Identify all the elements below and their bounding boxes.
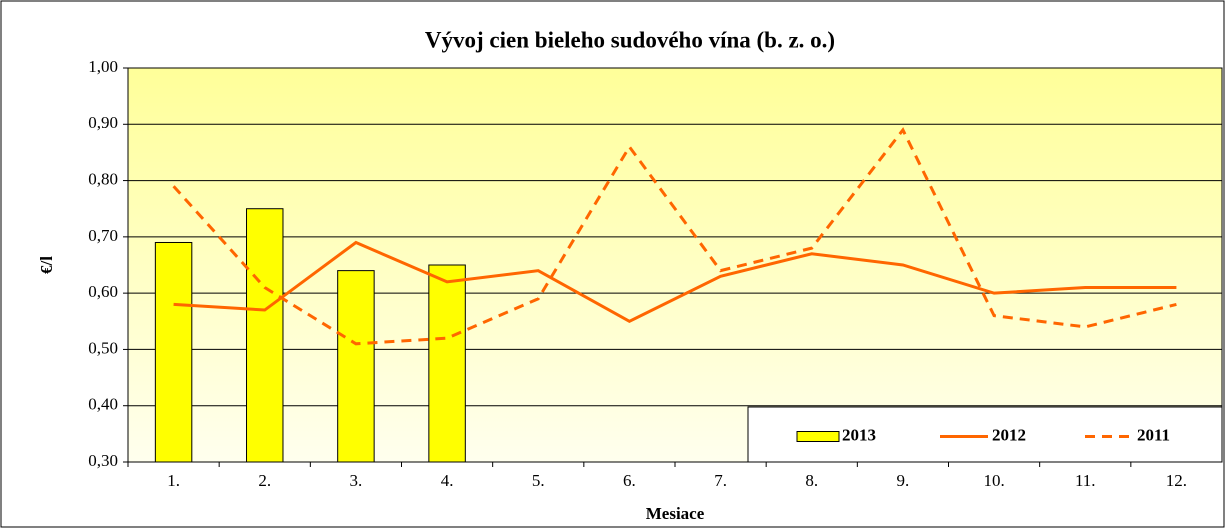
y-tick-label: 0,50	[88, 338, 118, 357]
legend-label: 2012	[992, 425, 1026, 444]
legend-swatch	[796, 431, 840, 442]
legend-label: 2011	[1137, 425, 1170, 444]
y-tick-label: 0,40	[88, 395, 118, 414]
x-tick-label: 5.	[532, 471, 545, 490]
x-tick-label: 7.	[714, 471, 727, 490]
x-tick-label: 1.	[167, 471, 180, 490]
bar	[246, 208, 284, 463]
x-tick-label: 6.	[623, 471, 636, 490]
line	[172, 127, 1177, 346]
x-axis-title: Mesiace	[646, 504, 705, 523]
x-tick-label: 10.	[983, 471, 1004, 490]
y-tick-label: 1,00	[88, 57, 118, 76]
x-tick-label: 4.	[441, 471, 454, 490]
x-tick-label: 3.	[350, 471, 363, 490]
x-tick-label: 11.	[1075, 471, 1096, 490]
bar	[428, 264, 466, 463]
y-tick-label: 0,70	[88, 226, 118, 245]
legend-label: 2013	[842, 425, 876, 444]
x-tick-label: 8.	[805, 471, 818, 490]
bar	[337, 270, 375, 463]
x-tick-label: 12.	[1166, 471, 1187, 490]
y-tick-label: 0,90	[88, 113, 118, 132]
x-tick-label: 9.	[897, 471, 910, 490]
x-tick-label: 2.	[258, 471, 271, 490]
chart-title: Vývoj cien bieleho sudového vína (b. z. …	[425, 27, 835, 52]
line	[173, 240, 1177, 323]
bar	[154, 241, 193, 463]
y-tick-label: 0,30	[88, 451, 118, 470]
plot-border	[127, 67, 1223, 463]
y-axis-title: €/l	[37, 256, 56, 274]
plot-area	[128, 68, 1222, 462]
y-tick-label: 0,80	[88, 169, 118, 188]
y-tick-label: 0,60	[88, 282, 118, 301]
